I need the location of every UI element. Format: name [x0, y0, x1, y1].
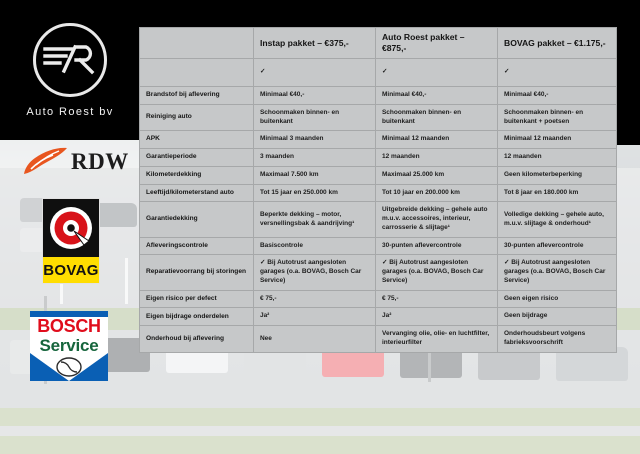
- right-black-band: [617, 0, 640, 145]
- cell-afleveringscontrole-instap: Basiscontrole: [252, 236, 376, 256]
- table-row: Reiniging auto Schoonmaken binnen- en bu…: [139, 103, 618, 132]
- table-check-row: ✓ ✓ ✓: [139, 58, 618, 87]
- cell-reparatievoorrang-instap: ✓ Bij Autotrust aangesloten garages (o.a…: [252, 254, 376, 291]
- table-row: Afleveringscontrole Basiscontrole 30-pun…: [139, 236, 618, 256]
- bosch-label: BOSCH: [37, 316, 101, 336]
- auto-roest-monogram-icon: [33, 22, 107, 97]
- rdw-flame-icon: [24, 147, 67, 174]
- bosch-service-label: Service: [39, 336, 99, 355]
- cell-leeftijd-bovag: Tot 8 jaar en 180.000 km: [496, 183, 618, 203]
- check-auto-roest: ✓: [374, 58, 498, 87]
- header-auto-roest-pakket: Auto Roest pakket – €875,-: [374, 27, 498, 59]
- cell-eigen-risico-bovag: Geen eigen risico: [496, 289, 618, 309]
- cell-afleveringscontrole-bovag: 30-punten aflevercontrole: [496, 236, 618, 256]
- row-label-brandstof: Brandstof bij aflevering: [139, 86, 254, 105]
- cell-reiniging-bovag: Schoonmaken binnen- en buitenkant + poet…: [496, 103, 618, 132]
- table-row: Reparatievoorrang bij storingen ✓ Bij Au…: [139, 254, 618, 291]
- row-label-reparatievoorrang: Reparatievoorrang bij storingen: [139, 254, 254, 291]
- header-bovag-pakket: BOVAG pakket – €1.175,-: [496, 27, 618, 59]
- cell-reiniging-autoroest: Schoonmaken binnen- en buitenkant: [374, 103, 498, 132]
- row-label-eigen-risico: Eigen risico per defect: [139, 289, 254, 309]
- cell-leeftijd-instap: Tot 15 jaar en 250.000 km: [252, 183, 376, 203]
- bovag-badge: BOVAG: [42, 198, 100, 284]
- bosch-service-badge: BOSCH Service: [30, 311, 108, 381]
- table-row: Garantieperiode 3 maanden 12 maanden 12 …: [139, 148, 618, 167]
- row-label-apk: APK: [139, 130, 254, 150]
- cell-afleveringscontrole-autoroest: 30-punten aflevercontrole: [374, 236, 498, 256]
- cell-eigen-risico-autoroest: € 75,-: [374, 289, 498, 309]
- row-label-reiniging: Reiniging auto: [139, 103, 254, 132]
- brand-logo: Auto Roest bv: [0, 4, 140, 136]
- bovag-target-icon: [43, 199, 99, 257]
- row-label-onderhoud: Onderhoud bij aflevering: [139, 325, 254, 353]
- brand-name: Auto Roest bv: [26, 105, 114, 118]
- cell-garantieperiode-instap: 3 maanden: [252, 148, 376, 167]
- cell-eigen-bijdrage-bovag: Geen bijdrage: [496, 307, 618, 327]
- bosch-chevron-shape: [30, 311, 108, 381]
- rdw-label: RDW: [71, 148, 129, 174]
- header-instap-pakket: Instap pakket – €375,-: [252, 27, 376, 59]
- table-row: Eigen bijdrage onderdelen Ja² Ja² Geen b…: [139, 307, 618, 327]
- cell-apk-instap: Minimaal 3 maanden: [252, 130, 376, 150]
- row-label-leeftijd: Leeftijd/kilometerstand auto: [139, 183, 254, 203]
- cell-reparatievoorrang-autoroest: ✓ Bij Autotrust aangesloten garages (o.a…: [374, 254, 498, 291]
- table-header-row: Instap pakket – €375,- Auto Roest pakket…: [139, 27, 618, 59]
- cell-garantieperiode-bovag: 12 maanden: [496, 148, 618, 167]
- cell-reiniging-instap: Schoonmaken binnen- en buitenkant: [252, 103, 376, 132]
- cell-reparatievoorrang-bovag: ✓ Bij Autotrust aangesloten garages (o.a…: [496, 254, 618, 291]
- row-label-eigen-bijdrage: Eigen bijdrage onderdelen: [139, 307, 254, 327]
- cell-garantiedekking-bovag: Volledige dekking – gehele auto, m.u.v. …: [496, 201, 618, 238]
- cell-garantiedekking-autoroest: Uitgebreide dekking – gehele auto m.u.v.…: [374, 201, 498, 238]
- cell-kilometerdekking-autoroest: Maximaal 25.000 km: [374, 165, 498, 185]
- cell-onderhoud-instap: Nee: [252, 325, 376, 353]
- table-row: APK Minimaal 3 maanden Minimaal 12 maand…: [139, 130, 618, 150]
- table-row: Onderhoud bij aflevering Nee Vervanging …: [139, 325, 618, 353]
- cell-eigen-bijdrage-instap: Ja²: [252, 307, 376, 327]
- rdw-badge: RDW: [23, 143, 135, 179]
- cell-brandstof-instap: Minimaal €40,-: [252, 86, 376, 105]
- row-label-garantieperiode: Garantieperiode: [139, 148, 254, 167]
- cell-garantieperiode-autoroest: 12 maanden: [374, 148, 498, 167]
- row-label-garantiedekking: Garantiedekking: [139, 201, 254, 238]
- table-row: Garantiedekking Beperkte dekking – motor…: [139, 201, 618, 238]
- table-row: Brandstof bij aflevering Minimaal €40,- …: [139, 86, 618, 105]
- check-instap: ✓: [252, 58, 376, 87]
- cell-onderhoud-bovag: Onderhoudsbeurt volgens fabrieksvoorschr…: [496, 325, 618, 353]
- cell-eigen-bijdrage-autoroest: Ja²: [374, 307, 498, 327]
- cell-kilometerdekking-instap: Maximaal 7.500 km: [252, 165, 376, 185]
- row-label-kilometerdekking: Kilometerdekking: [139, 165, 254, 185]
- cell-onderhoud-autoroest: Vervanging olie, olie- en luchtfilter, i…: [374, 325, 498, 353]
- cell-eigen-risico-instap: € 75,-: [252, 289, 376, 309]
- bosch-armature-icon: [56, 357, 82, 377]
- cell-apk-autoroest: Minimaal 12 maanden: [374, 130, 498, 150]
- table-row: Kilometerdekking Maximaal 7.500 km Maxim…: [139, 165, 618, 185]
- table-row: Eigen risico per defect € 75,- € 75,- Ge…: [139, 289, 618, 309]
- header-blank: [139, 27, 254, 59]
- cell-brandstof-autoroest: Minimaal €40,-: [374, 86, 498, 105]
- cell-apk-bovag: Minimaal 12 maanden: [496, 130, 618, 150]
- table-row: Leeftijd/kilometerstand auto Tot 15 jaar…: [139, 183, 618, 203]
- check-row-label: [139, 58, 254, 87]
- bovag-label: BOVAG: [43, 257, 99, 283]
- cell-leeftijd-autoroest: Tot 10 jaar en 200.000 km: [374, 183, 498, 203]
- row-label-afleveringscontrole: Afleveringscontrole: [139, 236, 254, 256]
- package-comparison-table: Instap pakket – €375,- Auto Roest pakket…: [139, 27, 618, 353]
- cell-kilometerdekking-bovag: Geen kilometerbeperking: [496, 165, 618, 185]
- cell-garantiedekking-instap: Beperkte dekking – motor, versnellingsba…: [252, 201, 376, 238]
- check-bovag: ✓: [496, 58, 618, 87]
- cell-brandstof-bovag: Minimaal €40,-: [496, 86, 618, 105]
